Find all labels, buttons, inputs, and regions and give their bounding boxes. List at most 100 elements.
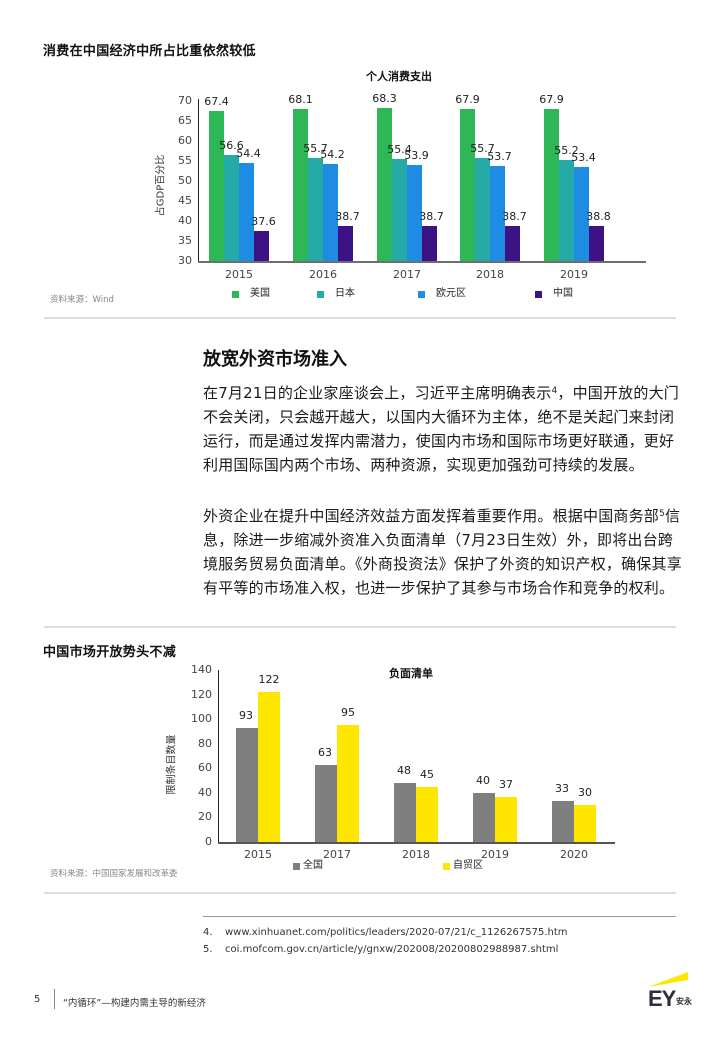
y-tick-label: 65 (178, 114, 192, 127)
bar-美国 (544, 109, 559, 261)
legend-swatch (418, 291, 425, 298)
bar-欧元区 (490, 166, 505, 261)
bar-日本 (224, 154, 239, 261)
paragraph-1: 在7月21日的企业家座谈会上，习近平主席明确表示4，中国开放的大门不会关闭，只会… (203, 384, 679, 474)
data-label: 53.4 (571, 151, 596, 165)
data-label: 53.9 (404, 149, 429, 163)
divider (44, 626, 676, 628)
y-tick-label: 0 (205, 835, 212, 848)
data-label: 67.9 (539, 93, 564, 107)
data-label: 122 (258, 673, 280, 687)
bar-美国 (377, 107, 392, 261)
footnote-divider (203, 916, 676, 917)
legend-label: 美国 (250, 288, 270, 299)
bar-全国 (315, 764, 337, 842)
document-title: “内循环”—构建内需主导的新经济 (63, 998, 206, 1009)
bar-自贸区 (574, 805, 596, 842)
footnote-5: 5. coi.mofcom.gov.cn/article/y/gnxw/20200… (203, 944, 559, 955)
chart-source-note: 资料来源：中国国家发展和改革委 (50, 869, 178, 879)
y-tick-label: 55 (178, 154, 192, 167)
divider (44, 892, 676, 894)
x-tick-label: 2018 (476, 268, 504, 281)
x-tick-label: 2016 (309, 268, 337, 281)
ey-logo: EY 安永 (646, 972, 706, 1012)
y-tick-label: 140 (191, 663, 212, 676)
data-label: 55.7 (470, 142, 495, 156)
paragraph-2: 外资企业在提升中国经济效益方面发挥着重要作用。根据中国商务部5信息，除进一步缩减… (203, 507, 682, 597)
section-heading: 放宽外资市场准入 (203, 349, 347, 370)
legend-label: 日本 (335, 288, 355, 299)
data-label: 30 (578, 786, 592, 800)
data-label: 56.6 (219, 138, 244, 152)
legend-label: 全国 (303, 860, 323, 871)
y-tick-label: 20 (198, 810, 212, 824)
bar-日本 (308, 158, 323, 261)
bar-欧元区 (574, 167, 589, 261)
y-axis-label: 限制条目数量 (166, 734, 178, 795)
data-label: 37.6 (251, 214, 276, 228)
negative-list-bar-chart: 负面清单 限制条目数量 140 120 100 80 60 40 20 0 93 122 63 95… (166, 663, 615, 871)
chart-title: 负面清单 (389, 667, 433, 680)
bar-自贸区 (258, 692, 280, 842)
footnote-link[interactable]: coi.mofcom.gov.cn/article/y/gnxw/202008/… (225, 944, 559, 955)
consumption-bar-chart: 个人消费支出 占GDP百分比 70 65 60 55 50 45 40 35 30 67.4 56… (0, 0, 719, 310)
y-tick-label: 60 (198, 761, 212, 775)
x-tick-label: 2019 (560, 268, 588, 281)
data-label: 93 (239, 708, 253, 722)
data-label: 68.3 (372, 91, 397, 105)
legend-label: 中国 (553, 288, 573, 299)
legend-label: 自贸区 (453, 860, 483, 871)
bar-欧元区 (323, 164, 338, 261)
y-axis-line (218, 670, 219, 843)
data-label: 38.7 (335, 210, 360, 224)
x-axis-line (198, 261, 646, 263)
data-label: 38.7 (419, 210, 444, 224)
bar-美国 (460, 109, 475, 261)
bar-中国 (338, 226, 353, 261)
data-label: 67.9 (455, 93, 480, 107)
x-tick-label: 2017 (393, 268, 421, 281)
bar-日本 (392, 159, 407, 261)
legend-label: 欧元区 (436, 288, 466, 299)
bar-中国 (589, 225, 604, 261)
x-tick-label: 2015 (244, 848, 272, 861)
data-label: 33 (555, 782, 569, 796)
y-tick-label: 35 (178, 234, 192, 247)
bar-自贸区 (495, 796, 517, 842)
bar-欧元区 (239, 163, 254, 261)
data-label: 63 (318, 745, 332, 759)
legend-swatch (293, 863, 300, 870)
footnote-link[interactable]: www.xinhuanet.com/politics/leaders/2020-… (225, 927, 568, 938)
bar-全国 (552, 801, 574, 842)
y-tick-label: 30 (178, 254, 192, 267)
data-label: 54.2 (320, 148, 345, 162)
y-tick-label: 80 (198, 736, 212, 750)
footnote-ref-5[interactable]: 5 (659, 509, 665, 519)
data-label: 38.7 (502, 210, 527, 224)
y-tick-label: 50 (178, 174, 192, 187)
data-label: 48 (397, 764, 411, 778)
chart-title: 个人消费支出 (366, 70, 432, 83)
x-tick-label: 2018 (402, 848, 430, 861)
x-tick-label: 2020 (560, 848, 588, 861)
footnote-list: 4. www.xinhuanet.com/politics/leaders/202… (203, 924, 568, 958)
bar-自贸区 (337, 725, 359, 842)
data-label: 55.7 (303, 142, 328, 156)
y-tick-label: 40 (198, 785, 212, 799)
legend-swatch (232, 291, 239, 298)
y-tick-label: 40 (178, 214, 192, 227)
legend-swatch (443, 863, 450, 870)
data-label: 38.8 (586, 209, 611, 223)
bar-日本 (475, 158, 490, 261)
footnote-ref-4[interactable]: 4 (551, 386, 558, 396)
x-tick-label: 2019 (481, 848, 509, 861)
bar-欧元区 (407, 165, 422, 261)
data-label: 40 (476, 773, 490, 787)
data-label: 68.1 (288, 92, 313, 106)
data-label: 55.2 (554, 144, 579, 158)
legend-swatch (317, 291, 324, 298)
divider (44, 317, 676, 319)
data-label: 37 (499, 777, 513, 791)
section-title-market-opening: 中国市场开放势头不减 (43, 645, 177, 660)
x-tick-label: 2015 (225, 268, 253, 281)
